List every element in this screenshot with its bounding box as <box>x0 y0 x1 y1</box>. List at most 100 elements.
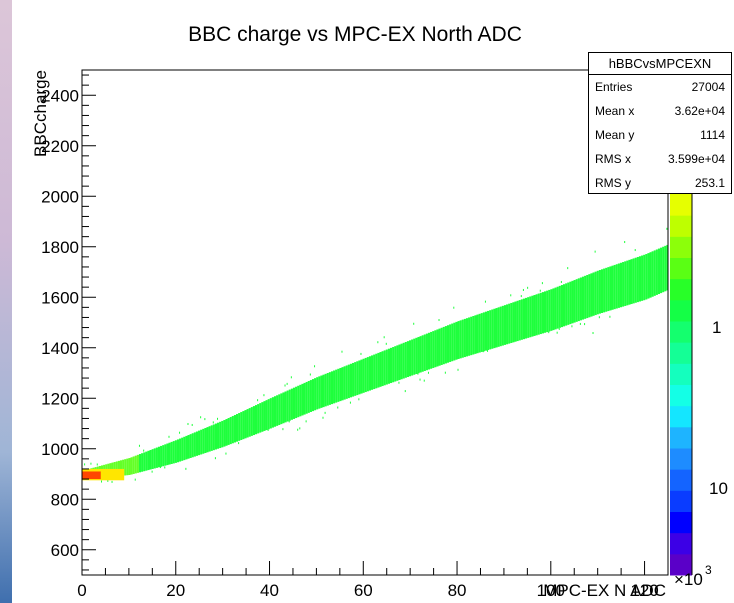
heatmap-cell <box>415 337 418 375</box>
heatmap-cell <box>282 392 285 424</box>
stats-histogram-name: hBBCvsMPCEXN <box>589 53 731 75</box>
palette-swatch <box>670 215 692 237</box>
color-palette <box>670 194 693 576</box>
heatmap-cell <box>497 307 500 347</box>
heatmap-cell <box>170 441 173 464</box>
heatmap-cell <box>254 405 258 435</box>
heatmap-cell <box>362 358 365 393</box>
heatmap-cell <box>360 352 362 355</box>
heatmap-cell <box>326 373 329 406</box>
y-tick-label: 2000 <box>41 187 79 206</box>
heatmap-cell <box>541 292 545 334</box>
heatmap-cell <box>478 313 481 353</box>
heatmap-cell <box>117 460 120 477</box>
heatmap-cell <box>482 312 485 352</box>
heatmap-cell <box>624 261 627 306</box>
heatmap-cell <box>379 352 382 387</box>
heatmap-cell <box>282 428 284 431</box>
heatmap-cell <box>522 288 524 291</box>
heatmap-cell <box>179 431 181 434</box>
heatmap-cell <box>124 459 127 476</box>
heatmap-cell <box>560 285 563 328</box>
heatmap-cell <box>419 378 421 381</box>
heatmap-cell <box>653 250 656 296</box>
heatmap-cell <box>231 416 234 444</box>
heatmap-cell <box>390 347 393 384</box>
heatmap-cell <box>305 420 307 423</box>
stats-box: hBBCvsMPCEXN Entries 27004 Mean x 3.62e+… <box>588 52 732 194</box>
heatmap-cell <box>162 445 165 467</box>
heatmap-cell <box>495 308 498 348</box>
heatmap-cell <box>286 382 288 385</box>
heatmap-cell <box>330 371 334 405</box>
stats-label: Mean y <box>595 128 635 142</box>
heatmap-cell <box>337 406 339 409</box>
heatmap-cell <box>442 326 445 365</box>
heatmap-cell <box>411 339 414 376</box>
heatmap-cell <box>383 336 385 339</box>
palette-label: ×10 <box>674 570 703 589</box>
stats-row: Mean x 3.62e+04 <box>589 99 731 123</box>
heatmap-cell <box>318 376 321 409</box>
y-tick-label: 600 <box>51 541 79 560</box>
heatmap-cell <box>233 415 237 443</box>
palette-swatch <box>670 448 692 470</box>
heatmap-cell <box>394 346 397 382</box>
y-tick-label: 1000 <box>41 440 79 459</box>
heatmap-cell <box>212 421 214 424</box>
heatmap-cell <box>295 386 298 419</box>
heatmap-cell <box>111 480 113 483</box>
heatmap-cell <box>643 254 646 301</box>
heatmap-cell <box>457 368 459 371</box>
heatmap-cell <box>600 269 604 313</box>
heatmap-cell <box>590 273 593 317</box>
y-tick-label: 2400 <box>41 86 79 105</box>
heatmap-cell <box>352 362 355 397</box>
heatmap-cell <box>592 272 595 316</box>
heatmap-cell <box>200 416 202 419</box>
heatmap-cell <box>607 267 610 312</box>
heatmap-cell <box>632 258 635 304</box>
heatmap-cell <box>151 449 154 469</box>
heatmap-cell <box>193 432 196 457</box>
heatmap-cell <box>286 390 289 422</box>
heatmap-cell <box>554 287 557 330</box>
heatmap-cell <box>489 310 492 350</box>
heatmap-cell <box>474 315 477 354</box>
heatmap-cell <box>535 294 538 336</box>
heatmap-cell <box>651 251 654 297</box>
heatmap-cell <box>427 332 431 370</box>
heatmap-cell <box>358 398 360 401</box>
heatmap-cell <box>324 373 327 407</box>
heatmap-cell <box>164 444 167 466</box>
heatmap-cell <box>366 357 369 392</box>
heatmap-cell <box>160 466 162 469</box>
heatmap-cell <box>288 420 290 423</box>
heatmap-cell <box>438 318 440 322</box>
heatmap-cell <box>179 438 182 462</box>
heatmap-cell <box>385 349 388 385</box>
heatmap-cell <box>143 452 146 472</box>
heatmap-cell <box>514 301 517 342</box>
heatmap-cell <box>546 290 549 333</box>
stats-value: 3.62e+04 <box>674 104 725 118</box>
heatmap-cell <box>569 281 572 325</box>
heatmap-cell <box>527 297 530 338</box>
heatmap-cell <box>476 314 479 354</box>
heatmap-cell <box>290 376 292 379</box>
heatmap-cell <box>552 288 555 331</box>
heatmap-cell <box>280 393 283 425</box>
heatmap-cell <box>510 302 513 343</box>
heatmap-cell <box>130 457 133 475</box>
heatmap-cell <box>278 394 281 425</box>
heatmap-cell <box>349 401 351 404</box>
heatmap-cell <box>299 427 301 430</box>
heatmap-cell <box>571 280 574 324</box>
heatmap-cell <box>347 364 350 399</box>
y-tick-label: 800 <box>51 490 79 509</box>
heatmap-cell <box>453 322 456 361</box>
heatmap-cell <box>320 375 323 408</box>
heatmap-cell <box>174 440 177 463</box>
palette-swatch <box>670 278 692 301</box>
heatmap-cell <box>252 406 255 436</box>
